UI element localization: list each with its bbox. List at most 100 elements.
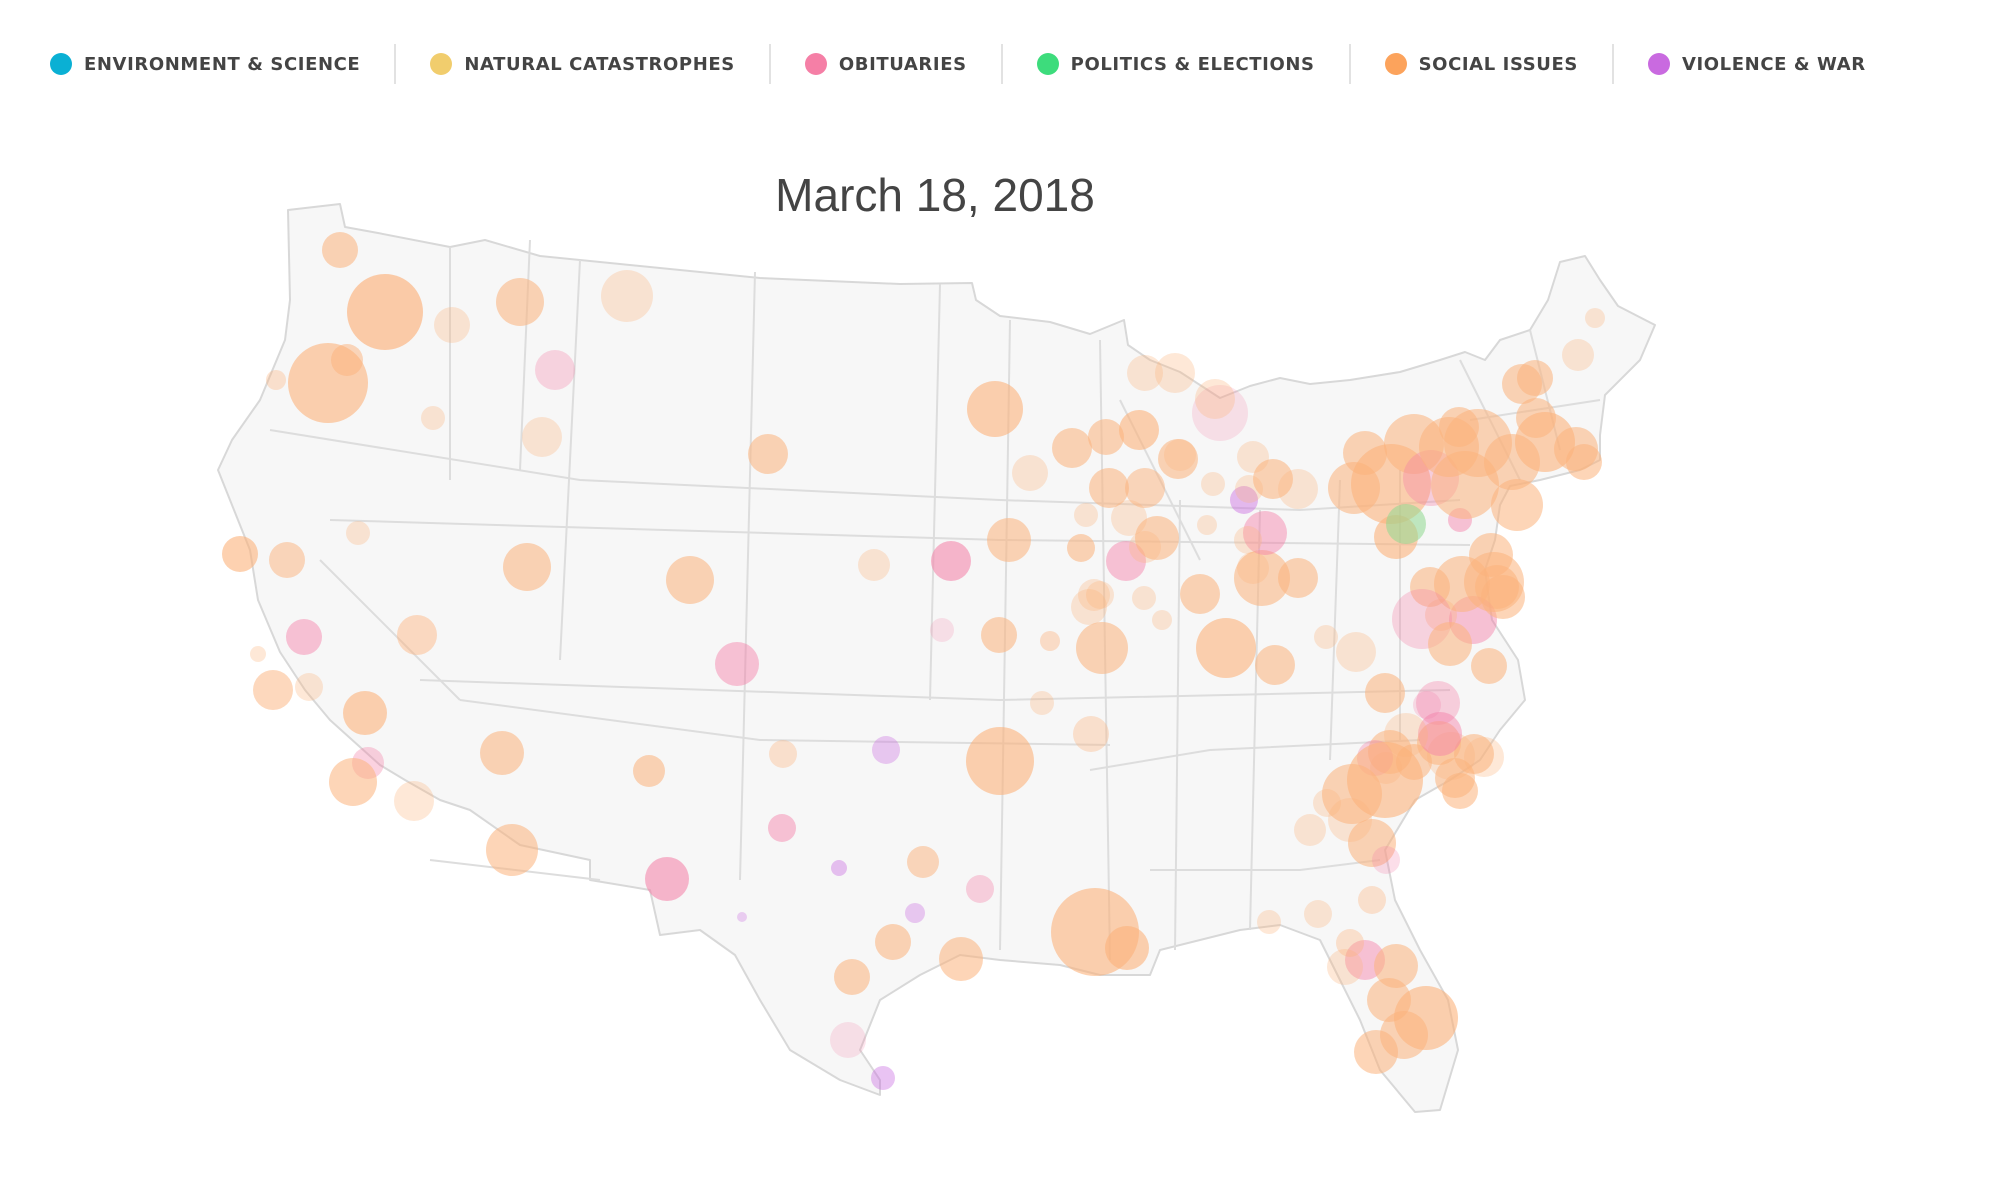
- event-bubble[interactable]: [1348, 819, 1396, 867]
- event-bubble[interactable]: [1192, 385, 1248, 441]
- event-bubble[interactable]: [496, 278, 544, 326]
- event-bubble[interactable]: [1125, 468, 1165, 508]
- event-bubble[interactable]: [966, 727, 1034, 795]
- legend-item-violence-war[interactable]: VIOLENCE & WAR: [1611, 44, 1900, 84]
- event-bubble[interactable]: [1365, 673, 1405, 713]
- event-bubble[interactable]: [1180, 574, 1220, 614]
- event-bubble[interactable]: [1384, 713, 1428, 757]
- event-bubble[interactable]: [1253, 459, 1293, 499]
- event-bubble[interactable]: [535, 350, 575, 390]
- event-bubble[interactable]: [1135, 516, 1179, 560]
- event-bubble[interactable]: [1078, 579, 1110, 611]
- event-bubble[interactable]: [871, 1066, 895, 1090]
- event-bubble[interactable]: [1012, 455, 1048, 491]
- event-bubble[interactable]: [1327, 949, 1363, 985]
- event-bubble[interactable]: [1464, 737, 1504, 777]
- event-bubble[interactable]: [222, 536, 258, 572]
- event-bubble[interactable]: [1336, 929, 1364, 957]
- event-bubble[interactable]: [1234, 526, 1262, 554]
- event-bubble[interactable]: [1278, 558, 1318, 598]
- event-bubble[interactable]: [1427, 732, 1475, 780]
- event-bubble[interactable]: [480, 731, 524, 775]
- event-bubble[interactable]: [1347, 742, 1423, 818]
- event-bubble[interactable]: [1164, 439, 1196, 471]
- event-bubble[interactable]: [1074, 503, 1098, 527]
- event-bubble[interactable]: [1030, 691, 1054, 715]
- event-bubble[interactable]: [1106, 541, 1146, 581]
- event-bubble[interactable]: [1358, 886, 1386, 914]
- event-bubble[interactable]: [1040, 631, 1060, 651]
- event-bubble[interactable]: [1562, 339, 1594, 371]
- event-bubble[interactable]: [633, 755, 665, 787]
- event-bubble[interactable]: [1119, 410, 1159, 450]
- event-bubble[interactable]: [1294, 814, 1326, 846]
- event-bubble[interactable]: [967, 381, 1023, 437]
- event-bubble[interactable]: [1086, 581, 1114, 609]
- event-bubble[interactable]: [1230, 486, 1258, 514]
- event-bubble[interactable]: [858, 549, 890, 581]
- event-bubble[interactable]: [1502, 364, 1542, 404]
- event-bubble[interactable]: [1158, 439, 1198, 479]
- event-bubble[interactable]: [930, 618, 954, 642]
- event-bubble[interactable]: [981, 617, 1017, 653]
- event-bubble[interactable]: [269, 542, 305, 578]
- event-bubble[interactable]: [434, 307, 470, 343]
- event-bubble[interactable]: [1416, 681, 1460, 725]
- event-bubble[interactable]: [1105, 926, 1149, 970]
- event-bubble[interactable]: [1471, 648, 1507, 684]
- event-bubble[interactable]: [1111, 500, 1147, 536]
- event-bubble[interactable]: [834, 959, 870, 995]
- event-bubble[interactable]: [666, 556, 714, 604]
- event-bubble[interactable]: [1089, 468, 1129, 508]
- event-bubble[interactable]: [1201, 472, 1225, 496]
- event-bubble[interactable]: [748, 434, 788, 474]
- event-bubble[interactable]: [1374, 944, 1418, 988]
- event-bubble[interactable]: [1155, 353, 1195, 393]
- event-bubble[interactable]: [907, 846, 939, 878]
- event-bubble[interactable]: [1132, 586, 1156, 610]
- event-bubble[interactable]: [522, 417, 562, 457]
- event-bubble[interactable]: [1052, 428, 1092, 468]
- event-bubble[interactable]: [343, 691, 387, 735]
- event-bubble[interactable]: [1442, 773, 1478, 809]
- event-bubble[interactable]: [737, 912, 747, 922]
- event-bubble[interactable]: [715, 642, 759, 686]
- event-bubble[interactable]: [503, 543, 551, 591]
- event-bubble[interactable]: [1197, 515, 1217, 535]
- event-bubble[interactable]: [987, 518, 1031, 562]
- event-bubble[interactable]: [1304, 900, 1332, 928]
- event-bubble[interactable]: [1372, 846, 1400, 874]
- event-bubble[interactable]: [329, 758, 377, 806]
- legend-item-natural-catastrophes[interactable]: NATURAL CATASTROPHES: [394, 44, 769, 84]
- event-bubble[interactable]: [831, 860, 847, 876]
- event-bubble[interactable]: [1336, 632, 1376, 672]
- legend-item-social-issues[interactable]: SOCIAL ISSUES: [1348, 44, 1612, 84]
- event-bubble[interactable]: [1418, 712, 1462, 756]
- event-bubble[interactable]: [346, 521, 370, 545]
- event-bubble[interactable]: [1237, 552, 1269, 584]
- event-bubble[interactable]: [331, 344, 363, 376]
- event-bubble[interactable]: [1428, 622, 1472, 666]
- event-bubble[interactable]: [394, 781, 434, 821]
- event-bubble[interactable]: [1243, 511, 1287, 555]
- legend-item-politics-elections[interactable]: POLITICS & ELECTIONS: [1000, 44, 1349, 84]
- event-bubble[interactable]: [645, 857, 689, 901]
- event-bubble[interactable]: [830, 1022, 866, 1058]
- event-bubble[interactable]: [397, 615, 437, 655]
- event-bubble[interactable]: [286, 619, 322, 655]
- event-bubble[interactable]: [872, 736, 900, 764]
- event-bubble[interactable]: [1484, 434, 1540, 490]
- event-bubble[interactable]: [295, 673, 323, 701]
- event-bubble[interactable]: [1491, 479, 1543, 531]
- event-bubble[interactable]: [769, 740, 797, 768]
- event-bubble[interactable]: [875, 924, 911, 960]
- event-bubble[interactable]: [266, 370, 286, 390]
- event-bubble[interactable]: [1255, 645, 1295, 685]
- event-bubble[interactable]: [1152, 610, 1172, 630]
- event-bubble[interactable]: [1454, 734, 1494, 774]
- event-bubble[interactable]: [768, 814, 796, 842]
- event-bubble[interactable]: [939, 937, 983, 981]
- legend-item-environment-science[interactable]: ENVIRONMENT & SCIENCE: [50, 44, 394, 84]
- event-bubble[interactable]: [1235, 475, 1263, 503]
- event-bubble[interactable]: [1195, 379, 1235, 419]
